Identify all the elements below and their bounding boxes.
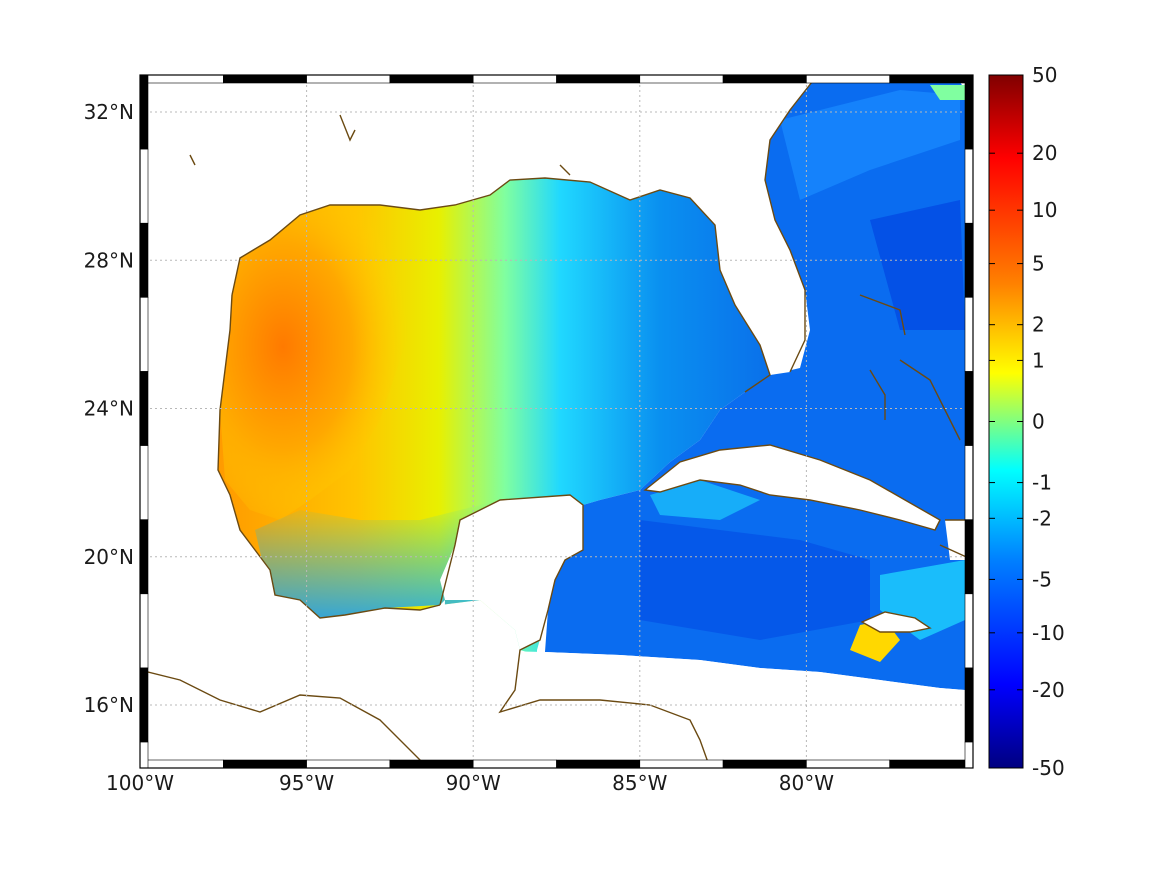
colorbar-tick-label: 50 bbox=[1032, 63, 1057, 87]
land-mexico bbox=[140, 295, 445, 768]
coastlines bbox=[140, 75, 973, 768]
coastline-gulf bbox=[231, 177, 771, 393]
x-tick-label: 100°W bbox=[106, 771, 174, 795]
northeast-corner-warm bbox=[930, 85, 965, 100]
western-warm-anomaly bbox=[220, 205, 430, 520]
x-tick-label: 90°W bbox=[446, 771, 501, 795]
colorbar-tick-label: 2 bbox=[1032, 313, 1045, 337]
frame-segment-bottom-9 bbox=[889, 759, 974, 769]
atlantic-light-streak bbox=[780, 90, 960, 200]
frame-segment-top-8 bbox=[806, 74, 891, 84]
x-tick-label: 80°W bbox=[779, 771, 834, 795]
coastline-cuba bbox=[643, 444, 941, 531]
frame-segment-bottom-8 bbox=[806, 759, 891, 769]
y-tick-label: 28°N bbox=[84, 248, 134, 272]
colorbar-tick-label: 0 bbox=[1032, 410, 1045, 434]
y-tick-label: 32°N bbox=[84, 100, 134, 124]
colorbar-tick-label: -1 bbox=[1032, 471, 1052, 495]
coastline-yucatan bbox=[439, 494, 711, 768]
data-field bbox=[140, 75, 973, 768]
frame-segment-left-7 bbox=[139, 593, 149, 669]
frame-segment-left-5 bbox=[139, 445, 149, 521]
frame-segment-top-6 bbox=[639, 74, 724, 84]
coastline-mexico-west bbox=[217, 294, 441, 619]
frame-segment-right-4 bbox=[964, 371, 974, 446]
land-north-coast bbox=[140, 75, 812, 295]
frame-segment-left-0 bbox=[139, 74, 149, 150]
frame-segment-bottom-6 bbox=[639, 759, 724, 769]
frame-segment-bottom-2 bbox=[306, 759, 391, 769]
map-border bbox=[139, 74, 974, 769]
land-florida bbox=[660, 82, 812, 375]
y-tick-label: 24°N bbox=[84, 397, 134, 421]
frame-segment-bottom-1 bbox=[223, 759, 307, 769]
colorbar-tick-label: 5 bbox=[1032, 252, 1045, 276]
y-tick-label: 16°N bbox=[84, 693, 134, 717]
frame-segment-bottom-4 bbox=[472, 759, 557, 769]
frame-segment-left-4 bbox=[139, 371, 149, 446]
frame-segment-bottom-7 bbox=[722, 759, 807, 769]
x-tick-label: 95°W bbox=[279, 771, 334, 795]
atlantic-dark-patch bbox=[870, 200, 965, 330]
colorbar-tick-label: -2 bbox=[1032, 506, 1052, 530]
frame-segment-right-8 bbox=[964, 667, 974, 743]
frame-segment-right-7 bbox=[964, 593, 974, 669]
frame-segment-bottom-3 bbox=[389, 759, 474, 769]
frame-segment-left-1 bbox=[139, 148, 149, 224]
y-tick-label: 20°N bbox=[84, 545, 134, 569]
coastline-lakes bbox=[189, 114, 571, 176]
frame-segment-bottom-5 bbox=[556, 759, 641, 769]
frame-segment-left-2 bbox=[139, 222, 149, 298]
colorbar-tick-label: -20 bbox=[1032, 678, 1065, 702]
y-tick-labels: 32°N 28°N 24°N 20°N 16°N bbox=[84, 100, 134, 717]
coastline-central-america bbox=[140, 669, 431, 768]
x-tick-labels: 100°W 95°W 90°W 85°W 80°W bbox=[106, 771, 834, 795]
frame-segment-top-4 bbox=[472, 74, 557, 84]
land-jamaica bbox=[862, 612, 930, 632]
frame-segment-top-1 bbox=[223, 74, 307, 84]
colorbar-tick-label: 10 bbox=[1032, 198, 1057, 222]
frame-segment-top-2 bbox=[306, 74, 391, 84]
frame-segment-right-0 bbox=[964, 74, 974, 150]
colorbar-tick-label: -50 bbox=[1032, 756, 1065, 780]
coastline-jamaica bbox=[860, 611, 932, 633]
colorbar-tick-label: -10 bbox=[1032, 621, 1065, 645]
frame-segment-right-5 bbox=[964, 445, 974, 521]
frame-segment-right-6 bbox=[964, 519, 974, 595]
frame-segment-top-7 bbox=[722, 74, 807, 84]
frame-segment-left-6 bbox=[139, 519, 149, 595]
cuba-light-streak bbox=[650, 480, 760, 520]
frame-segment-top-5 bbox=[556, 74, 641, 84]
frame-segment-left-8 bbox=[139, 667, 149, 743]
colorbar-tick-label: 1 bbox=[1032, 348, 1045, 372]
map-frame bbox=[139, 74, 974, 769]
frame-segment-bottom-0 bbox=[139, 759, 224, 769]
frame-segment-right-2 bbox=[964, 222, 974, 298]
x-tick-label: 85°W bbox=[612, 771, 667, 795]
land-cuba bbox=[645, 445, 940, 530]
land-south bbox=[440, 650, 973, 768]
frame-segment-right-9 bbox=[964, 741, 974, 769]
frame-segment-top-9 bbox=[889, 74, 974, 84]
colorbar-tick-label: -5 bbox=[1032, 567, 1052, 591]
frame-segment-right-3 bbox=[964, 297, 974, 372]
frame-segment-top-3 bbox=[389, 74, 474, 84]
frame-segment-left-3 bbox=[139, 297, 149, 372]
caribbean-dark-patch bbox=[640, 520, 870, 640]
frame-segment-top-0 bbox=[139, 74, 224, 84]
coastline-bahamas bbox=[859, 294, 961, 441]
colorbar-tick-label: 20 bbox=[1032, 141, 1057, 165]
frame-segment-right-1 bbox=[964, 148, 974, 224]
coastline-florida-east bbox=[764, 75, 821, 373]
frame-segment-left-9 bbox=[139, 741, 149, 769]
